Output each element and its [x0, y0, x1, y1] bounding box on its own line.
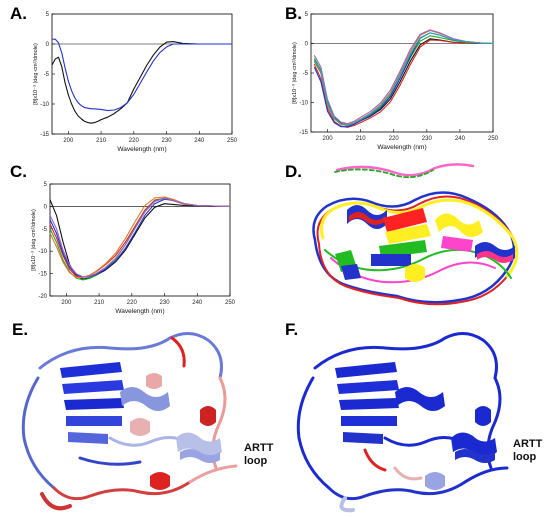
series-line-2 [52, 38, 232, 112]
series-line-2 [49, 197, 231, 278]
series-line-1 [51, 41, 232, 124]
x-tick-label: 210 [356, 136, 367, 142]
x-axis-label: Wavelength (nm) [377, 144, 426, 151]
series-line-6 [49, 197, 231, 278]
cd-spectrum-chart-c: 200 210 220 230 240 250 -20 -15 -10 -5 0 5 Wavelengt… [31, 182, 236, 315]
x-tick-label: 240 [455, 136, 466, 142]
y-tick-label: -5 [42, 227, 48, 233]
series-line-2 [313, 39, 493, 128]
cd-spectrum-chart-b: 200 210 220 230 240 250 -15 -10 -5 0 5 Wavelength (… [292, 12, 499, 151]
x-tick-label: 220 [389, 136, 400, 142]
panel-b: B. 200 210 220 230 240 250 -15 -10 -5 0 5 Wavelengt… [275, 0, 550, 160]
panel-e-label: E. [12, 320, 29, 339]
panel-d-label: D. [285, 162, 302, 181]
x-axis-label: Wavelength (nm) [117, 146, 166, 153]
panel-f: F. ARTT loop [275, 318, 550, 518]
structure-b-factor-image-f [296, 332, 509, 513]
panel-c: C. 200 210 220 230 240 250 -20 -15 -10 -5 0 5 Wavele… [0, 158, 275, 318]
panel-e-annotation: ARTT loop [244, 442, 273, 468]
y-tick-label: -10 [40, 102, 49, 108]
x-tick-label: 250 [488, 136, 499, 142]
superposed-structures-image [312, 163, 519, 306]
x-tick-label: 200 [63, 138, 74, 144]
cd-spectrum-chart-a: 200 210 220 230 240 250 -15 -10 -5 0 5 Wavelength (… [33, 12, 238, 153]
structure-b-factor-image-e [21, 332, 238, 511]
y-tick-label: -10 [299, 101, 308, 107]
x-tick-label: 250 [225, 300, 236, 306]
series-line-6 [313, 29, 494, 125]
series-line-3 [49, 197, 231, 281]
panel-f-annotation-line2: loop [513, 451, 537, 463]
x-tick-label: 210 [96, 138, 107, 144]
panel-a: A. 200 210 220 230 240 250 -15 -10 -5 0 5 Wavelengt… [0, 0, 275, 160]
x-axis-label: Wavelength (nm) [115, 308, 164, 315]
x-tick-label: 210 [94, 300, 105, 306]
x-tick-label: 230 [162, 138, 173, 144]
y-tick-label: -5 [303, 71, 309, 77]
series-line-7 [313, 32, 494, 127]
y-axis-label: [θ]x10⁻³ (deg·cm²/dmole) [33, 43, 39, 105]
y-tick-label: 0 [305, 42, 309, 48]
series-line-4 [313, 32, 494, 128]
panel-f-label: F. [285, 320, 299, 339]
y-tick-label: 0 [46, 42, 50, 48]
y-tick-label: -15 [40, 132, 49, 138]
x-tick-label: 220 [129, 138, 140, 144]
y-tick-label: -20 [38, 294, 47, 300]
series-line-1 [313, 38, 493, 126]
panel-e: E. ARTT loop [0, 318, 275, 518]
x-tick-label: 200 [323, 136, 334, 142]
panel-e-annotation-line2: loop [244, 455, 268, 467]
y-tick-label: -15 [299, 130, 308, 136]
panel-a-label: A. [10, 4, 27, 23]
y-tick-label: -15 [38, 272, 47, 278]
y-tick-label: 5 [46, 12, 50, 18]
series-line-3 [313, 35, 494, 127]
x-tick-label: 240 [192, 300, 203, 306]
plot-frame [49, 183, 231, 297]
x-tick-label: 220 [127, 300, 138, 306]
series-line-1 [49, 199, 230, 280]
y-axis-label: [θ]x10⁻³ (deg·cm²/dmole) [292, 42, 298, 104]
y-tick-label: -5 [44, 72, 50, 78]
panel-f-annotation-line1: ARTT [513, 438, 543, 450]
series-line-4 [49, 198, 231, 278]
panel-f-annotation: ARTT loop [513, 438, 542, 464]
panel-d: D. [275, 158, 550, 318]
panel-c-label: C. [10, 162, 27, 181]
x-tick-label: 230 [160, 300, 171, 306]
y-tick-label: 0 [44, 204, 48, 210]
x-tick-label: 230 [422, 136, 433, 142]
y-tick-label: 5 [44, 182, 48, 188]
series-line-5 [49, 196, 231, 279]
panel-b-label: B. [285, 4, 302, 23]
x-tick-label: 250 [227, 138, 238, 144]
x-tick-label: 200 [61, 300, 72, 306]
y-tick-label: 5 [305, 12, 309, 18]
x-tick-label: 240 [194, 138, 205, 144]
y-axis-label: [θ]x10⁻³ (deg·cm²/dmole) [31, 209, 37, 271]
panel-e-annotation-line1: ARTT [244, 442, 274, 454]
y-tick-label: -10 [38, 249, 47, 255]
